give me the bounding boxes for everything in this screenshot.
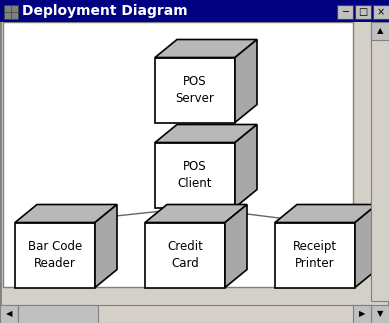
Polygon shape <box>15 204 117 223</box>
Polygon shape <box>275 204 377 223</box>
Bar <box>353 305 371 323</box>
Polygon shape <box>155 124 257 142</box>
Bar <box>0 0 389 22</box>
Text: Credit
Card: Credit Card <box>167 240 203 270</box>
Polygon shape <box>235 124 257 207</box>
Bar <box>15 223 95 287</box>
Bar <box>0 305 371 323</box>
Polygon shape <box>95 204 117 287</box>
Bar <box>275 223 355 287</box>
Text: ×: × <box>377 7 385 17</box>
Bar <box>0 305 18 323</box>
Bar <box>371 18 389 301</box>
Bar <box>155 57 235 122</box>
Text: Deployment Diagram: Deployment Diagram <box>22 4 187 18</box>
Polygon shape <box>235 39 257 122</box>
Text: ▶: ▶ <box>359 309 365 318</box>
Polygon shape <box>145 204 247 223</box>
Bar <box>371 305 389 323</box>
Text: POS
Client: POS Client <box>178 160 212 190</box>
Text: ▼: ▼ <box>377 309 383 318</box>
Bar <box>4 5 18 19</box>
Text: Bar Code
Reader: Bar Code Reader <box>28 240 82 270</box>
Text: Receipt
Printer: Receipt Printer <box>293 240 337 270</box>
Bar <box>373 5 389 19</box>
Text: ▲: ▲ <box>377 26 383 36</box>
Text: POS
Server: POS Server <box>175 75 214 105</box>
Bar <box>155 142 235 207</box>
Bar <box>3 22 353 287</box>
Bar <box>18 305 98 323</box>
Polygon shape <box>155 39 257 57</box>
Polygon shape <box>355 204 377 287</box>
Bar <box>337 5 353 19</box>
Bar <box>355 5 371 19</box>
Text: ─: ─ <box>342 7 348 17</box>
Text: □: □ <box>358 7 368 17</box>
Polygon shape <box>225 204 247 287</box>
Bar <box>145 223 225 287</box>
Bar <box>371 22 389 40</box>
Text: ◀: ◀ <box>6 309 12 318</box>
